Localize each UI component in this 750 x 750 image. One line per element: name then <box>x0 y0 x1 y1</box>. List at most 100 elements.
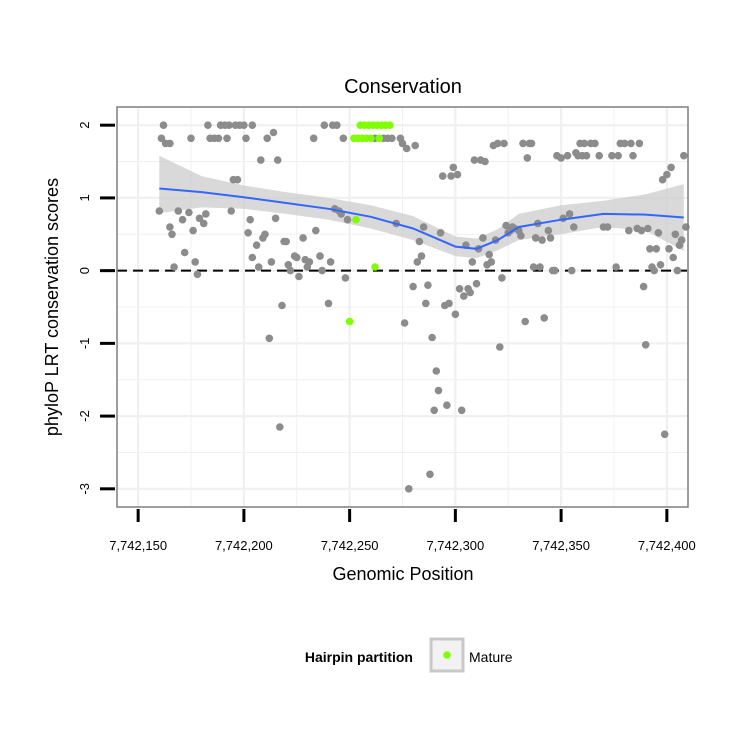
other-point <box>242 134 250 143</box>
other-point <box>445 299 453 308</box>
series-other <box>155 121 690 493</box>
other-point <box>159 121 168 129</box>
other-point <box>570 223 578 231</box>
other-point <box>333 121 341 129</box>
other-point <box>284 261 293 269</box>
other-point <box>449 163 458 172</box>
other-point <box>500 139 508 148</box>
other-point <box>240 121 248 129</box>
legend: Hairpin partition Mature <box>305 637 513 673</box>
other-point <box>244 229 252 237</box>
other-point <box>299 234 307 242</box>
other-point <box>453 170 462 179</box>
other-point <box>248 121 257 129</box>
other-point <box>269 128 278 137</box>
y-tick-label: 2 <box>77 122 92 129</box>
other-point <box>223 134 231 143</box>
other-point <box>252 241 261 249</box>
other-point <box>582 151 591 160</box>
other-point <box>257 156 265 164</box>
other-point <box>422 299 430 308</box>
other-point <box>324 299 333 308</box>
other-point <box>388 134 396 143</box>
x-tick-label: 7,742,350 <box>532 538 590 553</box>
other-point <box>402 144 411 153</box>
other-point <box>650 266 658 275</box>
other-point <box>443 401 451 410</box>
other-point <box>625 226 633 235</box>
mature-point <box>371 263 379 271</box>
smooth-trend-line <box>159 187 684 250</box>
other-point <box>263 134 272 143</box>
other-point <box>267 258 276 266</box>
other-point <box>428 333 436 342</box>
other-point <box>654 229 663 237</box>
x-tick-label: 7,742,200 <box>215 538 273 553</box>
other-point <box>202 210 210 218</box>
other-point <box>565 210 574 218</box>
other-point <box>309 134 318 143</box>
other-point <box>326 258 335 266</box>
other-point <box>466 288 475 297</box>
other-point <box>620 139 629 148</box>
other-point <box>580 139 589 148</box>
mature-point <box>375 134 384 143</box>
other-point <box>400 319 409 327</box>
other-point <box>451 310 460 319</box>
other-point <box>669 253 677 262</box>
other-point <box>536 263 544 271</box>
other-point <box>199 219 208 228</box>
other-point <box>567 266 576 275</box>
other-point <box>614 151 622 160</box>
other-point <box>419 223 428 231</box>
other-point <box>187 134 195 143</box>
other-point <box>195 214 204 223</box>
other-point <box>656 261 665 269</box>
smooth-confidence-band <box>159 155 684 259</box>
other-point <box>521 317 529 326</box>
other-point <box>180 248 189 257</box>
other-point <box>261 230 269 239</box>
other-point <box>527 139 536 148</box>
series-mature <box>345 121 394 326</box>
other-point <box>214 134 223 143</box>
other-point <box>318 266 326 275</box>
other-point <box>293 253 301 262</box>
other-point <box>430 406 439 415</box>
mature-point <box>367 134 375 143</box>
other-point <box>627 139 635 148</box>
other-point <box>519 139 527 148</box>
other-point <box>411 141 420 150</box>
x-tick-label: 7,742,250 <box>321 538 379 553</box>
other-point <box>398 139 407 148</box>
other-point <box>341 274 350 282</box>
legend-entry-mature-label: Mature <box>469 649 513 665</box>
other-point <box>436 229 445 237</box>
other-point <box>665 245 673 253</box>
other-point <box>409 282 417 291</box>
other-point <box>671 230 680 239</box>
other-point <box>265 334 274 343</box>
other-point <box>166 139 174 148</box>
other-point <box>426 470 434 479</box>
other-point <box>185 208 193 217</box>
other-point <box>447 172 455 180</box>
other-point <box>496 343 504 351</box>
y-axis-label: phyloP LRT conservation scores <box>42 178 62 436</box>
other-point <box>227 207 235 215</box>
other-point <box>563 151 572 160</box>
y-tick-label: -1 <box>77 338 92 350</box>
other-point <box>189 226 197 235</box>
other-point <box>639 282 648 291</box>
other-point <box>481 157 489 166</box>
y-axis: -3 -2 -1 0 1 2 <box>77 122 115 495</box>
other-point <box>498 274 506 282</box>
other-point <box>312 226 320 235</box>
other-point <box>603 223 612 231</box>
other-point <box>493 139 502 148</box>
other-point <box>193 270 202 279</box>
other-point <box>178 215 187 224</box>
x-axis: 7,742,150 7,742,200 7,742,250 7,742,300 7,74… <box>109 509 696 553</box>
other-point <box>557 154 565 162</box>
other-point <box>276 423 284 431</box>
